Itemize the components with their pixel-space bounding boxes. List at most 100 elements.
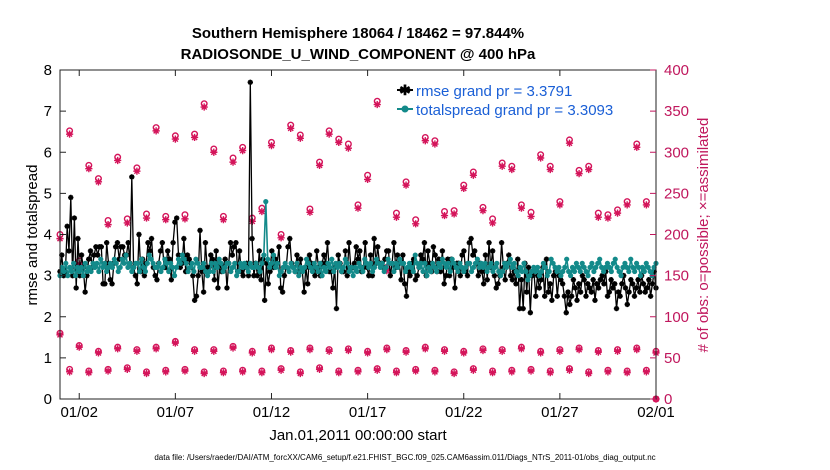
rmse-point [112, 244, 119, 250]
y-right-tick-label: 250 [664, 185, 689, 202]
rmse-point [597, 277, 604, 283]
x-tick-label: 01/07 [157, 404, 195, 421]
rmse-point [441, 281, 447, 287]
totalspread-point [402, 268, 409, 275]
rmse-point [412, 277, 419, 283]
obs-assimilated-point [114, 345, 122, 353]
totalspread-point [373, 256, 380, 262]
totalspread-point [538, 268, 545, 275]
totalspread-point [338, 268, 345, 275]
totalspread-point [554, 268, 560, 275]
rmse-point [513, 281, 519, 287]
totalspread-point [323, 268, 329, 275]
totalspread-point [63, 260, 69, 266]
rmse-point [626, 289, 632, 295]
totalspread-point [375, 260, 381, 266]
rmse-point [77, 272, 83, 279]
rmse-point [261, 297, 268, 303]
totalspread-point [230, 264, 236, 270]
rmse-point [450, 264, 456, 271]
totalspread-point [517, 264, 523, 270]
totalspread-point [441, 260, 447, 266]
totalspread-point [455, 268, 461, 275]
rmse-point [222, 256, 228, 262]
totalspread-point [263, 199, 269, 205]
y-right-tick-label: 400 [664, 62, 689, 79]
totalspread-point [604, 260, 611, 266]
rmse-point [502, 277, 508, 283]
obs-assimilated-point [267, 346, 276, 354]
totalspread-point [521, 260, 527, 266]
totalspread-point [414, 260, 420, 266]
obs-assimilated-point [94, 178, 103, 186]
totalspread-point [536, 273, 543, 279]
rmse-point [418, 252, 424, 258]
totalspread-point [480, 264, 486, 270]
rmse-point [536, 285, 543, 291]
rmse-point [172, 219, 178, 225]
totalspread-point [531, 264, 537, 270]
obs-assimilated-point [66, 368, 74, 376]
obs-assimilated-point [315, 365, 324, 373]
rmse-point [297, 256, 304, 262]
totalspread-point [59, 264, 65, 270]
obs-assimilated-point [239, 147, 247, 155]
rmse-point [533, 293, 539, 299]
rmse-point [314, 248, 320, 254]
totalspread-point [210, 268, 216, 275]
rmse-point [240, 272, 246, 279]
legend: ✱ rmse grand pr = 3.3791 totalspread gra… [397, 82, 613, 119]
rmse-point [154, 277, 160, 283]
rmse-point [247, 79, 253, 86]
rmse-point [459, 252, 465, 258]
obs-assimilated-point [287, 124, 295, 132]
totalspread-point [121, 260, 127, 266]
rmse-point [254, 272, 261, 279]
totalspread-point [546, 268, 552, 275]
totalspread-point [78, 264, 84, 270]
totalspread-point [350, 273, 356, 279]
obs-assimilated-point [229, 158, 237, 166]
x-tick-label: 01/17 [349, 404, 387, 421]
obs-assimilated-point [604, 368, 612, 376]
obs-assimilated-point [219, 369, 228, 377]
totalspread-point [257, 268, 263, 275]
totalspread-point [432, 264, 438, 270]
rmse-point [197, 227, 203, 234]
obs-assimilated-point [354, 204, 362, 212]
totalspread-point [315, 268, 321, 275]
rmse-point [445, 256, 451, 262]
rmse-point [355, 256, 361, 262]
obs-assimilated-point [585, 369, 593, 378]
rmse-point [649, 281, 656, 287]
obs-assimilated-point [421, 137, 429, 145]
totalspread-point [587, 264, 593, 270]
rmse-point [209, 256, 216, 262]
y-tick-label: 0 [44, 391, 52, 408]
rmse-point [170, 240, 176, 246]
y-right-tick-label: 100 [664, 309, 689, 326]
totalspread-point [234, 273, 240, 279]
x-tick-label: 01/02 [60, 404, 98, 421]
obs-assimilated-point [633, 143, 641, 151]
rmse-point [272, 256, 279, 262]
totalspread-point [102, 260, 108, 266]
rmse-point [608, 277, 614, 283]
rmse-point [199, 268, 205, 275]
totalspread-point [136, 268, 143, 275]
totalspread-point [358, 264, 364, 270]
rmse-point [482, 252, 489, 258]
totalspread-point [69, 268, 75, 275]
totalspread-point [397, 256, 403, 262]
obs-assimilated-point [623, 369, 631, 377]
rmse-point [233, 240, 239, 246]
totalspread-point [628, 256, 634, 262]
rmse-point [208, 252, 214, 258]
y-axis-label-left: rmse and totalspread [24, 165, 41, 306]
totalspread-point [278, 268, 284, 275]
obs-assimilated-point [402, 181, 410, 189]
obs-assimilated-point [604, 214, 612, 222]
rmse-point [385, 248, 392, 254]
totalspread-point [401, 260, 407, 266]
rmse-point [375, 244, 381, 250]
